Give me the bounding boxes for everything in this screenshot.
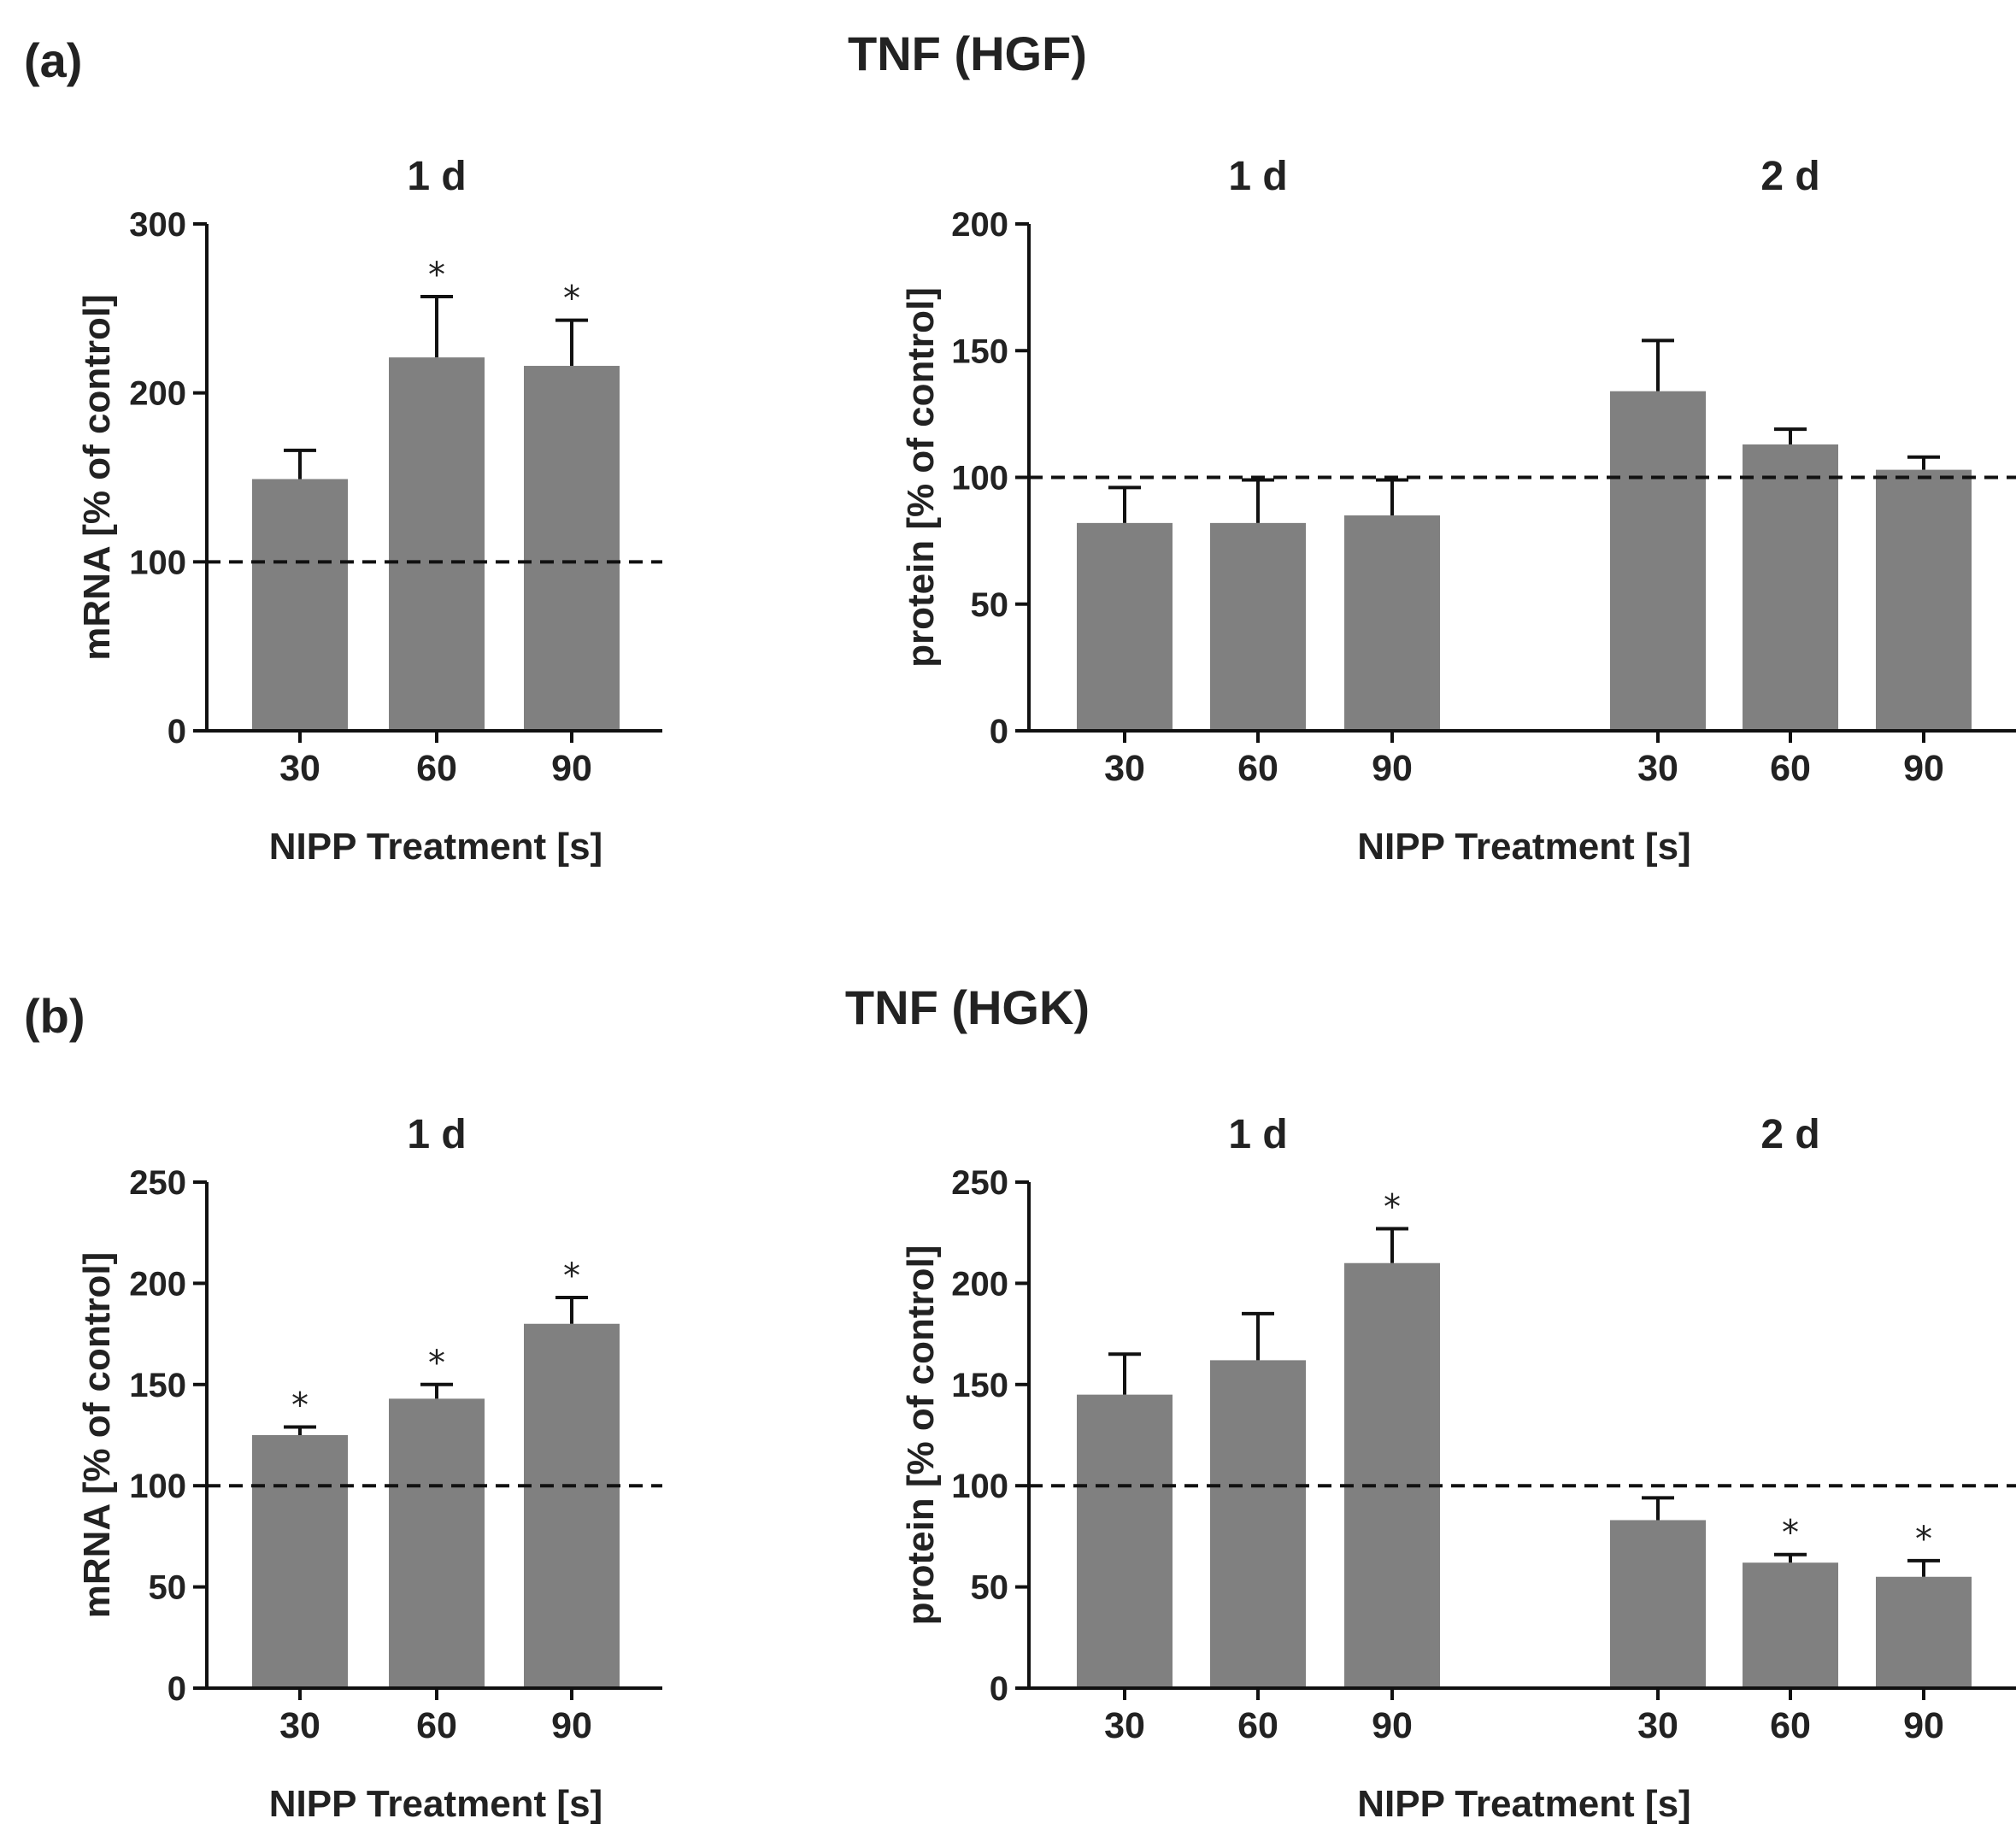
y-tick-label: 50 xyxy=(149,1569,187,1607)
x-tick-label: 30 xyxy=(279,748,320,789)
significance-star: * xyxy=(1384,1187,1401,1227)
y-tick-label: 0 xyxy=(990,713,1008,750)
panel-b-title: TNF (HGK) xyxy=(845,980,1090,1034)
x-tick-label: 90 xyxy=(1903,748,1944,789)
chart-subtitle: 2 d xyxy=(1760,1112,1819,1157)
y-tick-label: 100 xyxy=(951,460,1008,497)
x-tick-label: 30 xyxy=(1104,748,1145,789)
significance-star: * xyxy=(1915,1520,1932,1559)
bar xyxy=(1876,469,1972,731)
significance-star: * xyxy=(563,280,580,319)
x-tick-label: 90 xyxy=(1903,1705,1944,1746)
chart-subtitle: 1 d xyxy=(407,1112,466,1157)
y-tick-label: 100 xyxy=(129,544,186,581)
chart-subtitle: 1 d xyxy=(1228,1112,1287,1157)
significance-star: * xyxy=(428,256,445,295)
x-tick-label: 90 xyxy=(551,1705,592,1746)
x-tick-label: 90 xyxy=(1372,1705,1413,1746)
panel-a-title: TNF (HGF) xyxy=(848,26,1087,80)
chart-subtitle: 1 d xyxy=(407,154,466,199)
panel-b-label: (b) xyxy=(24,989,85,1043)
x-tick-label: 60 xyxy=(416,748,457,789)
y-tick-label: 0 xyxy=(168,713,186,750)
y-tick-label: 200 xyxy=(951,206,1008,244)
x-tick-label: 30 xyxy=(279,1705,320,1746)
chart-0: 30 * 60 * 90 0 100 200 300 1 d NIPP Treatment [s] m… xyxy=(76,154,662,868)
bar xyxy=(389,357,485,731)
y-tick-label: 300 xyxy=(129,206,186,244)
y-tick-label: 250 xyxy=(129,1164,186,1202)
significance-star: * xyxy=(291,1386,309,1426)
x-tick-label: 90 xyxy=(1372,748,1413,789)
x-tick-label: 30 xyxy=(1637,748,1678,789)
x-tick-label: 60 xyxy=(1770,748,1811,789)
x-tick-label: 60 xyxy=(416,1705,457,1746)
x-tick-label: 30 xyxy=(1637,1705,1678,1746)
x-tick-label: 60 xyxy=(1237,1705,1278,1746)
y-tick-label: 0 xyxy=(168,1670,186,1708)
chart-2: * 30 * 60 * 90 0 50 100 150 200 250 1 d NIPP Treatmen… xyxy=(76,1112,662,1825)
bar xyxy=(1077,522,1173,731)
y-axis-title: protein [% of control] xyxy=(900,1245,942,1626)
y-tick-label: 100 xyxy=(951,1468,1008,1505)
y-tick-label: 250 xyxy=(951,1164,1008,1202)
x-axis-title: NIPP Treatment [s] xyxy=(1357,826,1690,868)
y-axis-title: protein [% of control] xyxy=(900,287,942,668)
chart-subtitle: 2 d xyxy=(1760,154,1819,199)
y-axis-title: mRNA [% of control] xyxy=(76,294,118,661)
x-axis-title: NIPP Treatment [s] xyxy=(269,826,602,868)
x-tick-label: 90 xyxy=(551,748,592,789)
y-tick-label: 200 xyxy=(129,375,186,413)
x-axis-title: NIPP Treatment [s] xyxy=(269,1783,602,1825)
bar xyxy=(252,479,348,731)
bar xyxy=(1610,391,1706,731)
bar xyxy=(252,1435,348,1688)
bar xyxy=(1077,1394,1173,1688)
bar xyxy=(524,366,620,731)
significance-star: * xyxy=(1782,1514,1799,1553)
chart-subtitle: 1 d xyxy=(1228,154,1287,199)
y-tick-label: 100 xyxy=(129,1468,186,1505)
x-tick-label: 60 xyxy=(1237,748,1278,789)
bar xyxy=(389,1398,485,1688)
x-tick-label: 30 xyxy=(1104,1705,1145,1746)
y-tick-label: 0 xyxy=(990,1670,1008,1708)
significance-star: * xyxy=(563,1256,580,1296)
x-tick-label: 60 xyxy=(1770,1705,1811,1746)
bar xyxy=(1210,1360,1306,1688)
y-tick-label: 50 xyxy=(971,1569,1009,1607)
bar xyxy=(1344,515,1440,731)
chart-1: 30 60 90 30 60 90 0 50 100 150 200 1 d 2 d NIPP Treat… xyxy=(900,154,2016,868)
y-axis-title: mRNA [% of control] xyxy=(76,1252,118,1619)
bar xyxy=(524,1323,620,1688)
bar xyxy=(1743,1562,1838,1688)
bar xyxy=(1876,1576,1972,1688)
significance-star: * xyxy=(428,1344,445,1383)
panel-a-label: (a) xyxy=(24,33,82,87)
y-tick-label: 50 xyxy=(971,586,1009,624)
bar xyxy=(1210,522,1306,731)
x-axis-title: NIPP Treatment [s] xyxy=(1357,1783,1690,1825)
bar xyxy=(1610,1520,1706,1688)
y-tick-label: 200 xyxy=(129,1265,186,1303)
y-tick-label: 150 xyxy=(951,1367,1008,1404)
y-tick-label: 150 xyxy=(951,332,1008,370)
y-tick-label: 150 xyxy=(129,1367,186,1404)
bar xyxy=(1344,1262,1440,1688)
chart-3: 30 60 * 90 30 * 60 * 90 0 50 100 150 200 250 1 d 2 d NIPP… xyxy=(900,1112,2016,1825)
y-tick-label: 200 xyxy=(951,1265,1008,1303)
bar xyxy=(1743,444,1838,731)
